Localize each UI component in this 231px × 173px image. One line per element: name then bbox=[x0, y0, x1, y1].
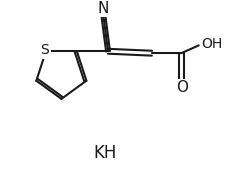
Text: N: N bbox=[97, 1, 109, 16]
Text: OH: OH bbox=[202, 37, 223, 51]
Text: KH: KH bbox=[94, 144, 117, 162]
Text: S: S bbox=[41, 43, 49, 57]
Text: O: O bbox=[176, 80, 188, 95]
